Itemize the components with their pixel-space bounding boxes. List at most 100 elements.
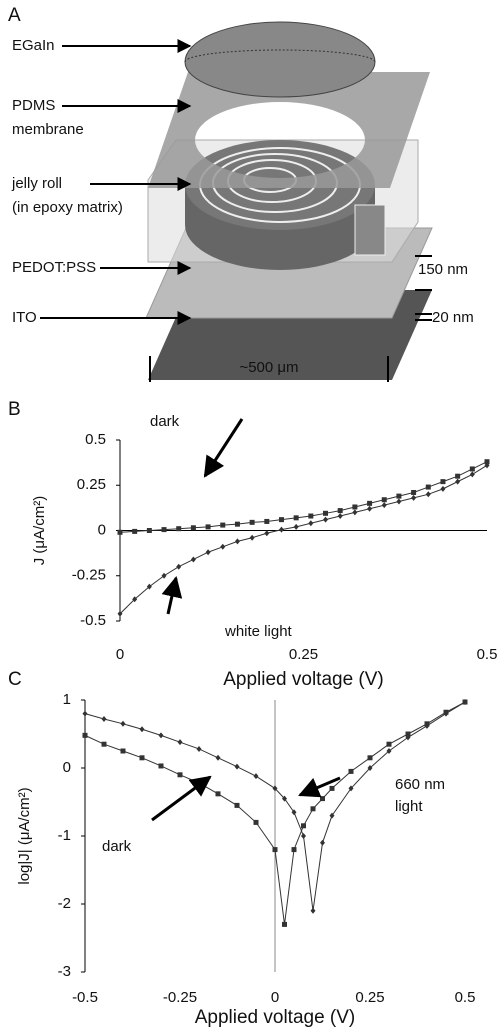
marker: [469, 471, 475, 478]
y-tick-label: -0.25: [72, 567, 106, 584]
marker: [177, 772, 183, 778]
marker: [205, 549, 211, 556]
marker: [82, 732, 88, 738]
marker: [469, 466, 475, 472]
marker: [337, 508, 343, 514]
marker: [264, 530, 270, 537]
marker: [308, 520, 314, 527]
marker: [381, 497, 387, 503]
series-line: [119, 461, 488, 533]
marker: [440, 479, 446, 485]
marker: [337, 513, 343, 520]
marker: [139, 726, 145, 733]
legend-label: dark: [150, 413, 180, 430]
marker: [101, 716, 107, 723]
marker: [425, 491, 431, 498]
marker: [455, 478, 461, 485]
marker: [411, 489, 417, 495]
marker: [146, 528, 152, 533]
layer-label: PDMS: [12, 97, 55, 114]
marker: [278, 517, 284, 523]
marker: [386, 748, 392, 754]
y-tick-label: -3: [58, 963, 71, 980]
x-tick-label: 0: [271, 989, 279, 1006]
layer-label: membrane: [12, 121, 84, 138]
marker: [301, 833, 306, 839]
marker: [282, 795, 287, 802]
marker: [367, 500, 373, 506]
marker: [367, 505, 373, 512]
marker: [272, 785, 278, 792]
marker: [293, 515, 299, 521]
marker: [158, 763, 164, 769]
marker: [272, 847, 278, 853]
pdms-membrane: [148, 72, 430, 188]
panel-label: C: [8, 669, 22, 690]
marker: [320, 839, 325, 846]
marker: [176, 526, 182, 532]
marker: [139, 755, 145, 761]
y-tick-label: 1: [63, 691, 71, 708]
marker: [220, 522, 226, 528]
marker: [308, 513, 314, 519]
marker: [132, 528, 138, 534]
marker: [234, 538, 240, 545]
marker: [367, 755, 373, 761]
x-tick-label: 0.5: [455, 989, 476, 1006]
marker: [161, 572, 167, 579]
x-tick-label: 0.25: [355, 989, 384, 1006]
layer-label: PEDOT:PSS: [12, 259, 96, 276]
marker: [396, 493, 402, 499]
marker: [293, 523, 299, 530]
marker: [117, 529, 123, 535]
marker: [348, 785, 354, 792]
marker: [253, 773, 259, 780]
y-tick-label: 0: [63, 759, 71, 776]
dimension-label: 150 nm: [418, 261, 468, 278]
marker: [253, 819, 259, 825]
y-tick-label: -1: [58, 827, 71, 844]
egain-rim: [184, 49, 376, 63]
marker: [234, 802, 240, 808]
marker: [310, 907, 316, 914]
marker: [132, 596, 138, 603]
marker: [323, 516, 329, 523]
marker: [320, 796, 325, 802]
marker: [352, 504, 358, 510]
legend-label: white light: [224, 623, 293, 640]
marker: [264, 518, 270, 524]
series-line: [119, 464, 488, 615]
x-axis-label: Applied voltage (V): [195, 1007, 356, 1028]
marker: [249, 519, 255, 525]
marker: [215, 754, 221, 761]
marker: [278, 526, 284, 533]
marker: [348, 768, 354, 774]
marker: [329, 785, 335, 791]
marker: [462, 699, 468, 706]
legend-label: 660 nm light: [395, 776, 445, 815]
marker: [161, 527, 167, 533]
marker: [101, 741, 107, 747]
marker: [176, 563, 182, 570]
annotation-arrow: [151, 775, 212, 822]
marker: [249, 534, 255, 541]
x-tick-label: -0.25: [163, 989, 197, 1006]
marker: [234, 521, 240, 527]
marker: [177, 739, 183, 746]
marker: [190, 525, 196, 531]
marker: [405, 731, 411, 737]
x-tick-label: 0.25: [289, 646, 318, 663]
panel-label: A: [8, 5, 21, 26]
marker: [205, 524, 211, 530]
panel-label: B: [8, 399, 21, 420]
marker: [196, 745, 202, 752]
annotation-arrow: [298, 776, 341, 798]
marker: [443, 710, 449, 717]
marker: [234, 763, 240, 770]
y-tick-label: 0.25: [77, 476, 106, 493]
marker: [455, 473, 461, 479]
marker: [291, 809, 297, 816]
marker: [82, 710, 88, 717]
marker: [424, 722, 430, 729]
